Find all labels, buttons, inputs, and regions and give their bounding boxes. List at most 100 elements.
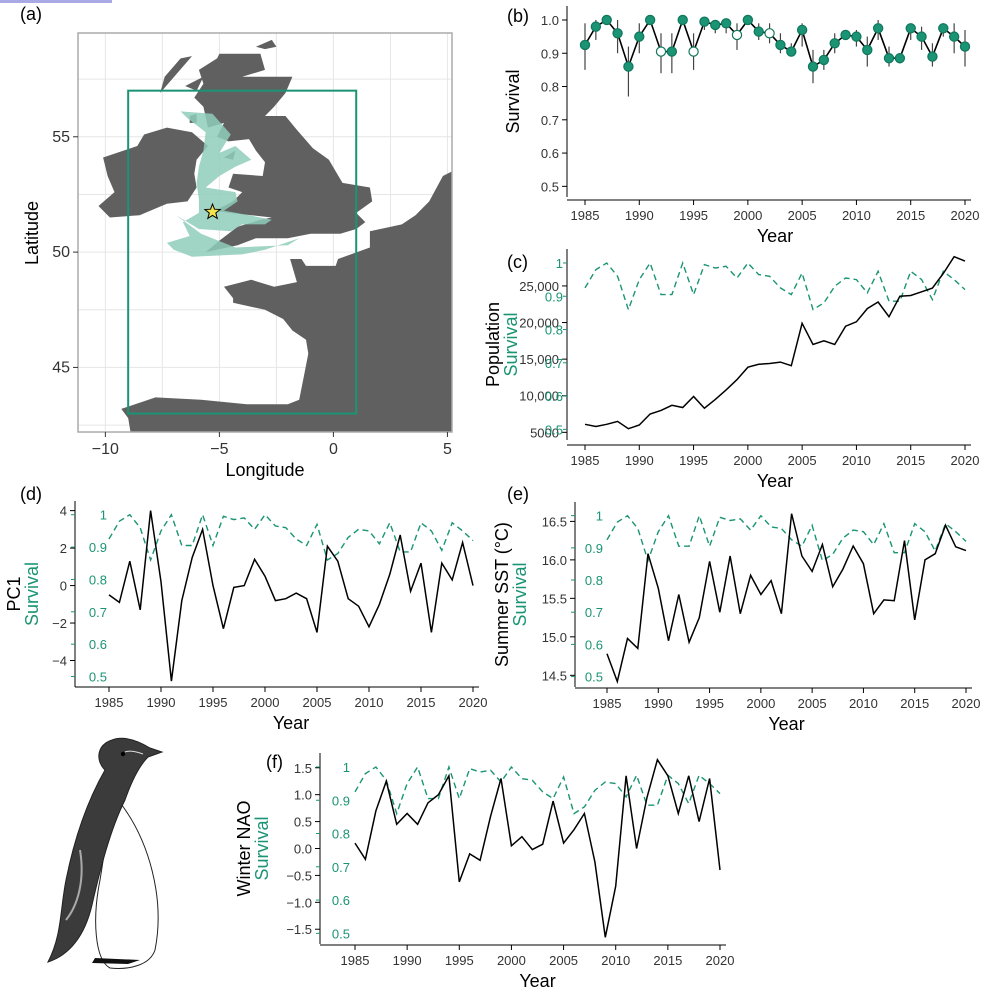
panel-f-nao: (f) 1985 1990 1995 2000 2005 2010 2015 2020 Year −… <box>234 752 734 991</box>
y-tick-label: −1.0 <box>286 895 312 910</box>
survival-point <box>862 44 873 56</box>
y-tick-label: 1.5 <box>294 761 312 776</box>
survival-tick-label: 0.8 <box>332 827 350 842</box>
x-tick-label: 2005 <box>788 208 817 223</box>
panel-c-population: (c) 1985 1990 1995 2000 2005 2010 2015 2020 Year 5… <box>483 249 979 491</box>
y-tick-label: 0.7 <box>541 113 559 128</box>
x-axis-title: Longitude <box>225 460 304 480</box>
y-tick-label: −4 <box>52 654 67 669</box>
survival-point <box>840 29 851 41</box>
x-tick-label: 5 <box>443 441 452 458</box>
top-accent-bar <box>0 0 112 3</box>
survival-tick-label: 0.9 <box>89 540 107 555</box>
survival-tick-label: 0.5 <box>332 926 350 941</box>
survival-point <box>807 61 819 72</box>
x-tick-label: 2000 <box>251 695 280 710</box>
panel-label-a: (a) <box>20 4 42 24</box>
survival-tick-label: 1 <box>343 760 350 775</box>
y-tick-label: 0.8 <box>541 80 559 95</box>
bird-body <box>46 737 164 963</box>
x-tick-label: 2015 <box>900 696 929 711</box>
y-tick-label: −2 <box>52 616 67 631</box>
x-tick-label: −5 <box>210 441 228 458</box>
y-tick-label: 2 <box>60 541 67 556</box>
x-tick-label: 2010 <box>849 696 878 711</box>
survival-point <box>720 18 732 29</box>
panel-label-f: (f) <box>266 752 283 772</box>
survival-dashed-line <box>108 512 474 563</box>
x-tick-label: 1985 <box>571 453 600 468</box>
x-tick-label: 1985 <box>593 696 622 711</box>
x-tick-label: 2010 <box>842 453 871 468</box>
x-tick-label: −10 <box>92 441 119 458</box>
series-line <box>584 255 966 430</box>
y-axis-title: Winter NAO <box>234 800 254 896</box>
y-tick-label: 0 <box>60 579 67 594</box>
skye-land <box>185 76 204 91</box>
survival-axis-title: Survival <box>501 312 521 376</box>
survival-point <box>894 53 906 64</box>
survival-point <box>959 41 971 52</box>
y-tick-label: 1.0 <box>541 13 559 28</box>
x-axis-title: Year <box>519 971 555 991</box>
survival-axis-title: Survival <box>510 562 530 626</box>
x-tick-label: 2020 <box>952 696 981 711</box>
x-tick-label: 2020 <box>459 695 488 710</box>
survival-tick-label: 0.6 <box>89 637 107 652</box>
series-line <box>108 510 474 682</box>
y-tick-label: 16.0 <box>542 553 567 568</box>
survival-point <box>634 31 645 42</box>
survival-dashed-line <box>354 764 721 816</box>
survival-point-open <box>688 46 699 57</box>
survival-point <box>905 23 916 34</box>
survival-point <box>829 38 840 49</box>
y-tick-label: 50 <box>52 244 70 261</box>
survival-tick-label: 0.6 <box>332 893 350 908</box>
distribution-area <box>166 111 300 257</box>
panel-b-survival: (b) 1985 1990 1995 2000 2005 2010 2015 2020 Year 0… <box>503 6 979 246</box>
orkney-land <box>255 39 277 50</box>
x-tick-label: 2015 <box>896 208 925 223</box>
x-tick-label: 2000 <box>733 453 762 468</box>
survival-tick-label: 0.7 <box>332 860 350 875</box>
y-tick-label: 1.0 <box>294 788 312 803</box>
y-tick-label: 14.5 <box>542 668 567 683</box>
x-tick-label: 1985 <box>341 953 370 968</box>
survival-tick-label: 0.5 <box>545 422 563 437</box>
y-tick-label: 0.6 <box>541 146 559 161</box>
y-axis-title: Summer SST (°C) <box>492 522 512 667</box>
series-line <box>606 513 967 685</box>
survival-axis-title: Survival <box>22 562 42 626</box>
y-tick-label: 45 <box>52 359 70 376</box>
y-tick-label: 0.5 <box>294 815 312 830</box>
bird-feet <box>92 958 140 964</box>
y-tick-label: 15.5 <box>542 591 567 606</box>
x-tick-label: 2005 <box>303 695 332 710</box>
survival-axis-title: Survival <box>252 816 272 880</box>
x-tick-label: 1985 <box>571 208 600 223</box>
y-tick-label: 25,000 <box>519 279 559 294</box>
y-tick-label: 55 <box>52 129 70 146</box>
x-axis-title: Year <box>273 713 309 733</box>
survival-point <box>710 19 721 31</box>
survival-point <box>742 14 754 26</box>
y-tick-label: −1.5 <box>286 922 312 937</box>
bird-eye-line <box>124 750 144 755</box>
y-tick-label: −0.5 <box>286 868 312 883</box>
survival-point <box>699 16 710 27</box>
great-britain-land <box>194 53 373 253</box>
x-tick-label: 2005 <box>798 696 827 711</box>
x-axis-title: Year <box>757 471 793 491</box>
continental-europe-land <box>121 171 453 432</box>
survival-tick-label: 0.5 <box>89 670 107 685</box>
survival-point <box>590 21 602 32</box>
x-axis-title: Year <box>768 714 804 734</box>
survival-tick-label: 0.9 <box>545 289 563 304</box>
survival-dashed-line <box>584 260 966 312</box>
survival-point <box>644 14 656 26</box>
x-tick-label: 2000 <box>497 953 526 968</box>
study-region-box <box>127 89 358 415</box>
y-axis-title: Latitude <box>22 201 42 265</box>
hebrides-land <box>160 56 192 93</box>
x-tick-label: 1990 <box>393 953 422 968</box>
